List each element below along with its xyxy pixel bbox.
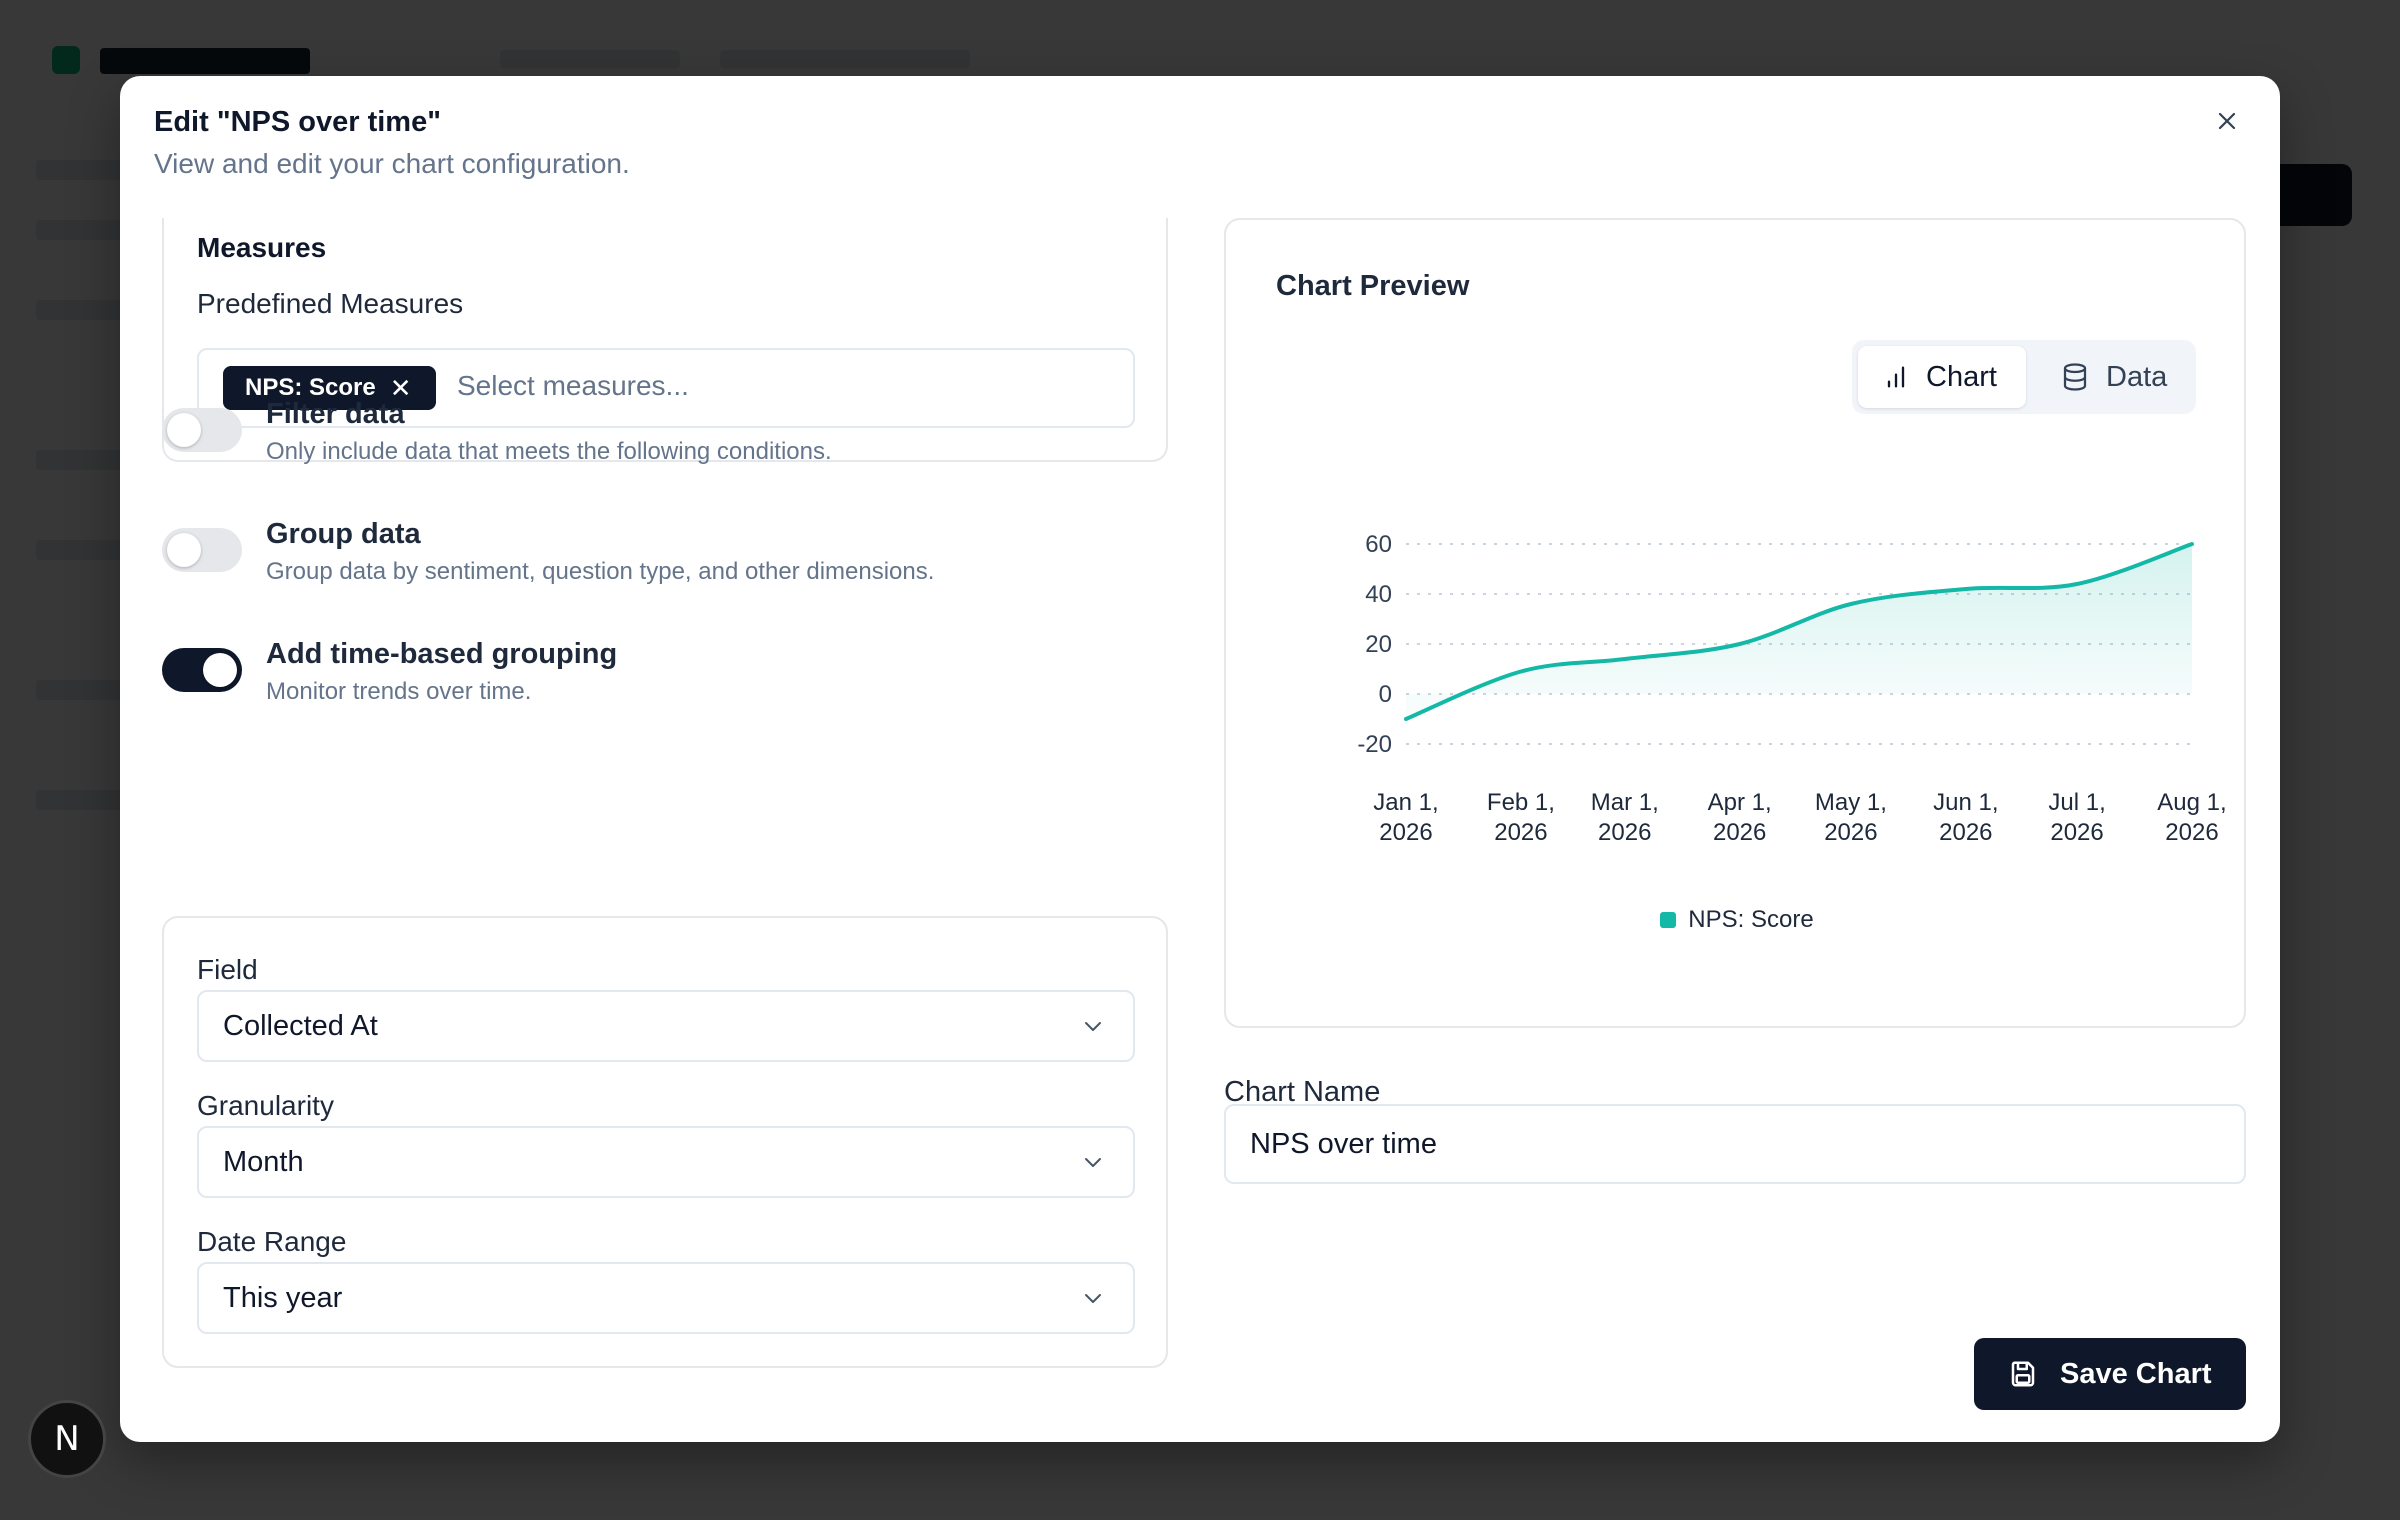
- toggle-description: Monitor trends over time.: [266, 678, 532, 705]
- dialog-title: Edit "NPS over time": [154, 106, 441, 138]
- y-tick-label: 0: [1379, 681, 1392, 708]
- x-tick-label: Mar 1, 2026: [1591, 789, 1659, 846]
- measure-chip: NPS: Score ✕: [223, 366, 436, 410]
- toggle-title: Add time-based grouping: [266, 638, 618, 670]
- series-area: [1406, 544, 2192, 719]
- chart-name-input[interactable]: [1224, 1104, 2246, 1184]
- time-grouping-toggle[interactable]: [162, 648, 242, 692]
- chart-name-label: Chart Name: [1224, 1076, 1381, 1108]
- predefined-measures-label: Predefined Measures: [197, 288, 464, 319]
- measures-select[interactable]: NPS: Score ✕ Select measures...: [197, 348, 1135, 428]
- granularity-value: Month: [223, 1146, 304, 1178]
- database-icon: [2063, 363, 2087, 391]
- view-toggle: Chart Data: [1852, 340, 2196, 414]
- toggle-description: Group data by sentiment, question type, …: [266, 558, 935, 585]
- date-range-select[interactable]: This year: [197, 1262, 1135, 1334]
- field-value: Collected At: [223, 1010, 378, 1042]
- y-tick-label: 20: [1365, 631, 1392, 658]
- field-label: Field: [197, 954, 258, 985]
- y-tick-label: -20: [1357, 731, 1392, 758]
- group-data-toggle[interactable]: [162, 528, 242, 572]
- save-icon: [2011, 1361, 2035, 1387]
- avatar-letter: N: [54, 1419, 80, 1459]
- save-chart-button[interactable]: Save Chart: [1974, 1338, 2246, 1410]
- toggle-knob: [203, 653, 237, 687]
- group-data-row: Group data Group data by sentiment, ques…: [162, 518, 1168, 608]
- edit-chart-dialog: Edit "NPS over time" View and edit your …: [120, 76, 2280, 1442]
- legend-label: NPS: Score: [1688, 906, 1814, 933]
- toggle-description: Only include data that meets the followi…: [266, 438, 832, 465]
- x-tick-label: Aug 1, 2026: [2157, 789, 2226, 846]
- x-tick-label: Feb 1, 2026: [1487, 789, 1555, 846]
- measures-title: Measures: [197, 232, 327, 263]
- close-button[interactable]: [2208, 102, 2246, 140]
- series-line: [1404, 542, 2194, 721]
- chart-preview-title: Chart Preview: [1276, 270, 1470, 302]
- toggle-knob: [167, 413, 201, 447]
- date-range-value: This year: [223, 1282, 343, 1314]
- close-icon: [2218, 112, 2236, 130]
- measures-placeholder: Select measures...: [457, 370, 689, 401]
- remove-chip-icon[interactable]: ✕: [389, 373, 412, 403]
- legend-swatch: [1660, 912, 1677, 928]
- measures-card: Measures Predefined Measures NPS: Score …: [162, 218, 1168, 462]
- tab-label: Data: [2106, 360, 2168, 393]
- chart-preview-card: Chart Preview Chart Data 60 40 20 0 -20 Jan …: [1224, 218, 2246, 1028]
- field-select[interactable]: Collected At: [197, 990, 1135, 1062]
- chevron-down-icon: [1085, 1294, 1101, 1303]
- toggle-title: Group data: [266, 518, 421, 550]
- chart-legend: NPS: Score: [1226, 906, 2248, 934]
- filter-data-row: Filter data Only include data that meets…: [162, 398, 1168, 488]
- filter-data-toggle[interactable]: [162, 408, 242, 452]
- x-tick-label: May 1, 2026: [1815, 789, 1887, 846]
- config-panel: Measures Predefined Measures NPS: Score …: [162, 218, 1168, 1370]
- tab-data[interactable]: Data: [2042, 346, 2190, 408]
- chevron-down-icon: [1085, 1158, 1101, 1167]
- x-tick-label: Jan 1, 2026: [1373, 789, 1438, 846]
- tab-label: Chart: [1926, 360, 1997, 393]
- dialog-subtitle: View and edit your chart configuration.: [154, 148, 630, 179]
- granularity-label: Granularity: [197, 1090, 334, 1121]
- chevron-down-icon: [1085, 1022, 1101, 1031]
- date-range-label: Date Range: [197, 1226, 347, 1257]
- tab-chart[interactable]: Chart: [1858, 346, 2026, 408]
- y-tick-label: 60: [1365, 531, 1392, 558]
- bar-chart-icon: [1887, 366, 1905, 388]
- time-grouping-row: Add time-based grouping Monitor trends o…: [162, 638, 1168, 728]
- measure-chip-label: NPS: Score: [245, 374, 376, 401]
- y-tick-label: 40: [1365, 581, 1392, 608]
- granularity-select[interactable]: Month: [197, 1126, 1135, 1198]
- time-grouping-card: Field Collected At Granularity Month Dat…: [162, 916, 1168, 1368]
- avatar[interactable]: N: [28, 1400, 106, 1478]
- x-tick-label: Apr 1, 2026: [1708, 789, 1772, 846]
- toggle-knob: [167, 533, 201, 567]
- toggle-title: Filter data: [266, 398, 405, 430]
- save-chart-label: Save Chart: [2060, 1357, 2212, 1390]
- x-tick-label: Jul 1, 2026: [2048, 789, 2105, 846]
- x-tick-label: Jun 1, 2026: [1933, 789, 1998, 846]
- nps-area-chart: 60 40 20 0 -20 Jan 1, 2026 Feb 1, 2026 Mar 1, 202…: [1357, 531, 2226, 846]
